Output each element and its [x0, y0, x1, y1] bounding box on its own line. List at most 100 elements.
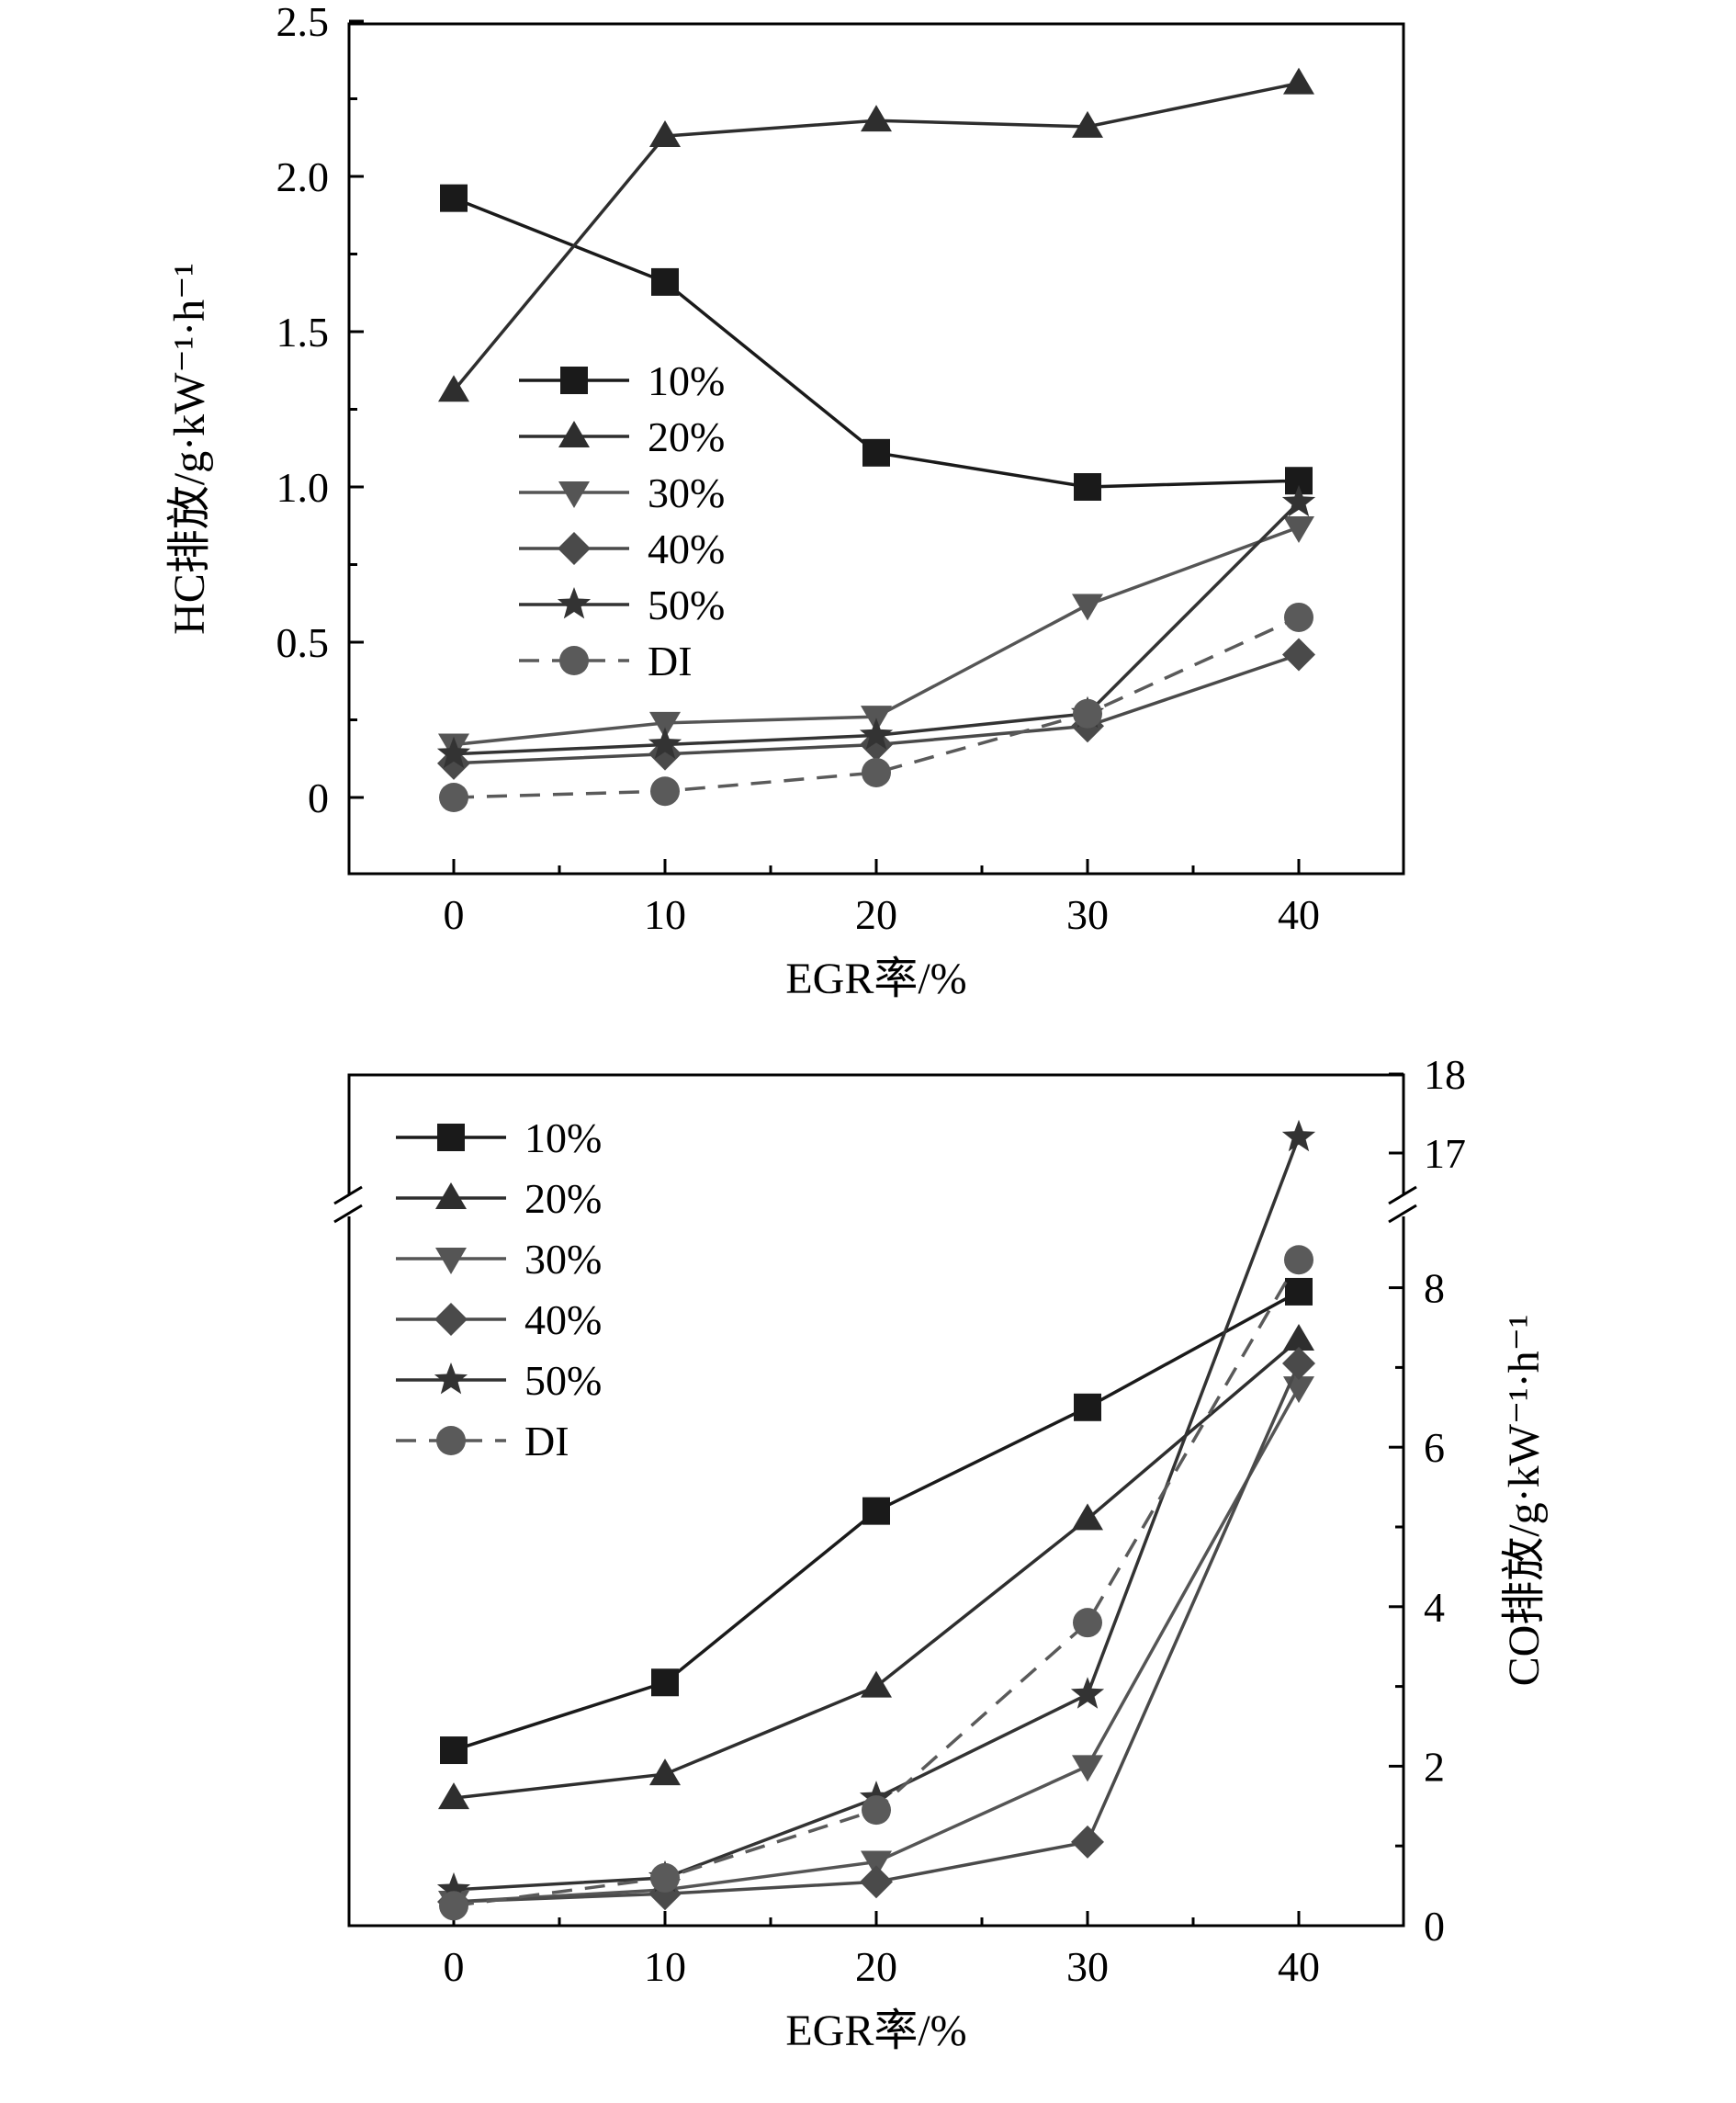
legend-label: DI	[524, 1418, 569, 1464]
legend-label: 50%	[524, 1357, 602, 1404]
x-tick-label: 30	[1066, 891, 1109, 938]
x-tick-label: 10	[644, 1943, 686, 1990]
y-tick-label: 2	[1424, 1743, 1445, 1790]
data-point-20%	[1072, 110, 1103, 138]
axis-break-mark	[1388, 1185, 1417, 1205]
data-point-30%	[861, 1850, 892, 1878]
data-point-DI	[439, 783, 468, 812]
data-point-20%	[1072, 1503, 1103, 1531]
data-point-50%	[1281, 1119, 1316, 1152]
data-point-20%	[861, 1670, 892, 1698]
data-point-20%	[861, 105, 892, 132]
data-point-30%	[1283, 515, 1314, 543]
data-point-20%	[1283, 67, 1314, 95]
y-tick-label: 2.5	[276, 0, 330, 45]
y-tick-label: 1.0	[276, 464, 330, 511]
data-point-50%	[1070, 1677, 1105, 1709]
legend-label: 10%	[524, 1114, 602, 1161]
legend-marker	[558, 481, 590, 508]
y-tick-label: 2.0	[276, 153, 330, 200]
x-tick-label: 0	[444, 1943, 465, 1990]
y-axis-label: CO排放/g·kW⁻¹·h⁻¹	[1500, 1315, 1549, 1687]
x-tick-label: 30	[1066, 1943, 1109, 1990]
legend-marker	[434, 1303, 468, 1336]
axis-break-mark	[1388, 1204, 1417, 1224]
data-point-20%	[649, 120, 681, 148]
data-point-40%	[1071, 1825, 1104, 1859]
legend-label: 20%	[524, 1175, 602, 1222]
data-point-50%	[436, 736, 471, 769]
data-point-50%	[436, 1871, 471, 1905]
data-point-DI	[1073, 1608, 1102, 1638]
data-point-50%	[1281, 484, 1316, 517]
data-point-10%	[862, 438, 890, 467]
y-tick-label: 0	[308, 774, 329, 821]
data-point-DI	[862, 1795, 891, 1826]
legend-marker	[559, 646, 589, 675]
legend-label: 40%	[524, 1296, 602, 1343]
legend-marker	[436, 1426, 466, 1455]
data-point-10%	[1285, 1277, 1313, 1306]
data-point-DI	[439, 1891, 468, 1921]
legend-label: 30%	[648, 469, 725, 516]
data-point-10%	[651, 267, 679, 296]
data-point-50%	[859, 718, 894, 750]
data-point-10%	[440, 1736, 468, 1765]
data-point-10%	[1074, 473, 1101, 501]
legend-label: 50%	[648, 582, 725, 628]
x-tick-label: 20	[855, 891, 897, 938]
hc-emission-chart: 0 10 20 30 40 EGR率/% 0 0.5 1.0 1.5 2.0 2.5 HC排放/g·kW…	[165, 0, 1405, 1003]
data-point-30%	[649, 711, 681, 739]
data-point-30%	[1072, 594, 1103, 621]
x-axis-label: EGR率/%	[785, 955, 966, 1003]
data-point-DI	[862, 757, 891, 787]
legend-marker	[558, 532, 591, 565]
legend-label: DI	[648, 638, 693, 684]
y-tick-label: 0	[1424, 1903, 1445, 1950]
x-tick-label: 40	[1278, 891, 1320, 938]
data-point-DI	[1073, 698, 1102, 729]
data-point-DI	[1284, 1245, 1313, 1275]
data-point-DI	[650, 776, 680, 807]
data-point-10%	[440, 184, 468, 212]
legend-marker	[437, 1124, 465, 1151]
data-point-10%	[1074, 1393, 1101, 1421]
y-tick-label: 8	[1424, 1265, 1445, 1312]
legend-marker	[434, 1362, 468, 1395]
y-tick-label: 0.5	[276, 619, 330, 666]
x-tick-label: 40	[1278, 1943, 1320, 1990]
data-point-20%	[649, 1758, 681, 1786]
legend-label: 40%	[648, 526, 725, 572]
legend-marker	[558, 421, 590, 447]
y-tick-label: 18	[1424, 1051, 1466, 1098]
data-point-20%	[438, 1782, 469, 1810]
series-line-DI	[453, 616, 1300, 799]
data-point-10%	[862, 1497, 890, 1525]
co-emission-chart: 0 10 20 30 40 EGR率/% 0 2 4 6 8 17 18 CO排放/g·kW⁻¹·h⁻¹ 1…	[333, 1051, 1549, 2055]
y-axis-label: HC排放/g·kW⁻¹·h⁻¹	[165, 263, 214, 635]
data-point-20%	[438, 375, 469, 402]
legend-label: 20%	[648, 413, 725, 460]
legend-label: 30%	[524, 1236, 602, 1283]
legend-marker	[557, 587, 592, 619]
y-tick-label: 6	[1424, 1424, 1445, 1471]
x-tick-label: 0	[444, 891, 465, 938]
legend-marker	[560, 367, 588, 394]
y-tick-label: 1.5	[276, 309, 330, 356]
data-point-50%	[648, 727, 682, 759]
y-tick-label: 17	[1424, 1130, 1466, 1177]
y-tick-label: 4	[1424, 1584, 1445, 1631]
x-tick-label: 20	[855, 1943, 897, 1990]
legend-marker	[435, 1248, 467, 1274]
axis-break-mark	[333, 1204, 363, 1224]
data-point-DI	[1284, 602, 1313, 632]
x-axis-label: EGR率/%	[785, 2007, 966, 2055]
legend-marker	[435, 1182, 467, 1209]
data-point-40%	[860, 1865, 893, 1899]
legend-label: 10%	[648, 357, 725, 404]
data-point-20%	[1283, 1324, 1314, 1351]
series-line-20%	[453, 1338, 1301, 1800]
data-point-10%	[651, 1668, 679, 1697]
x-tick-label: 10	[644, 891, 686, 938]
